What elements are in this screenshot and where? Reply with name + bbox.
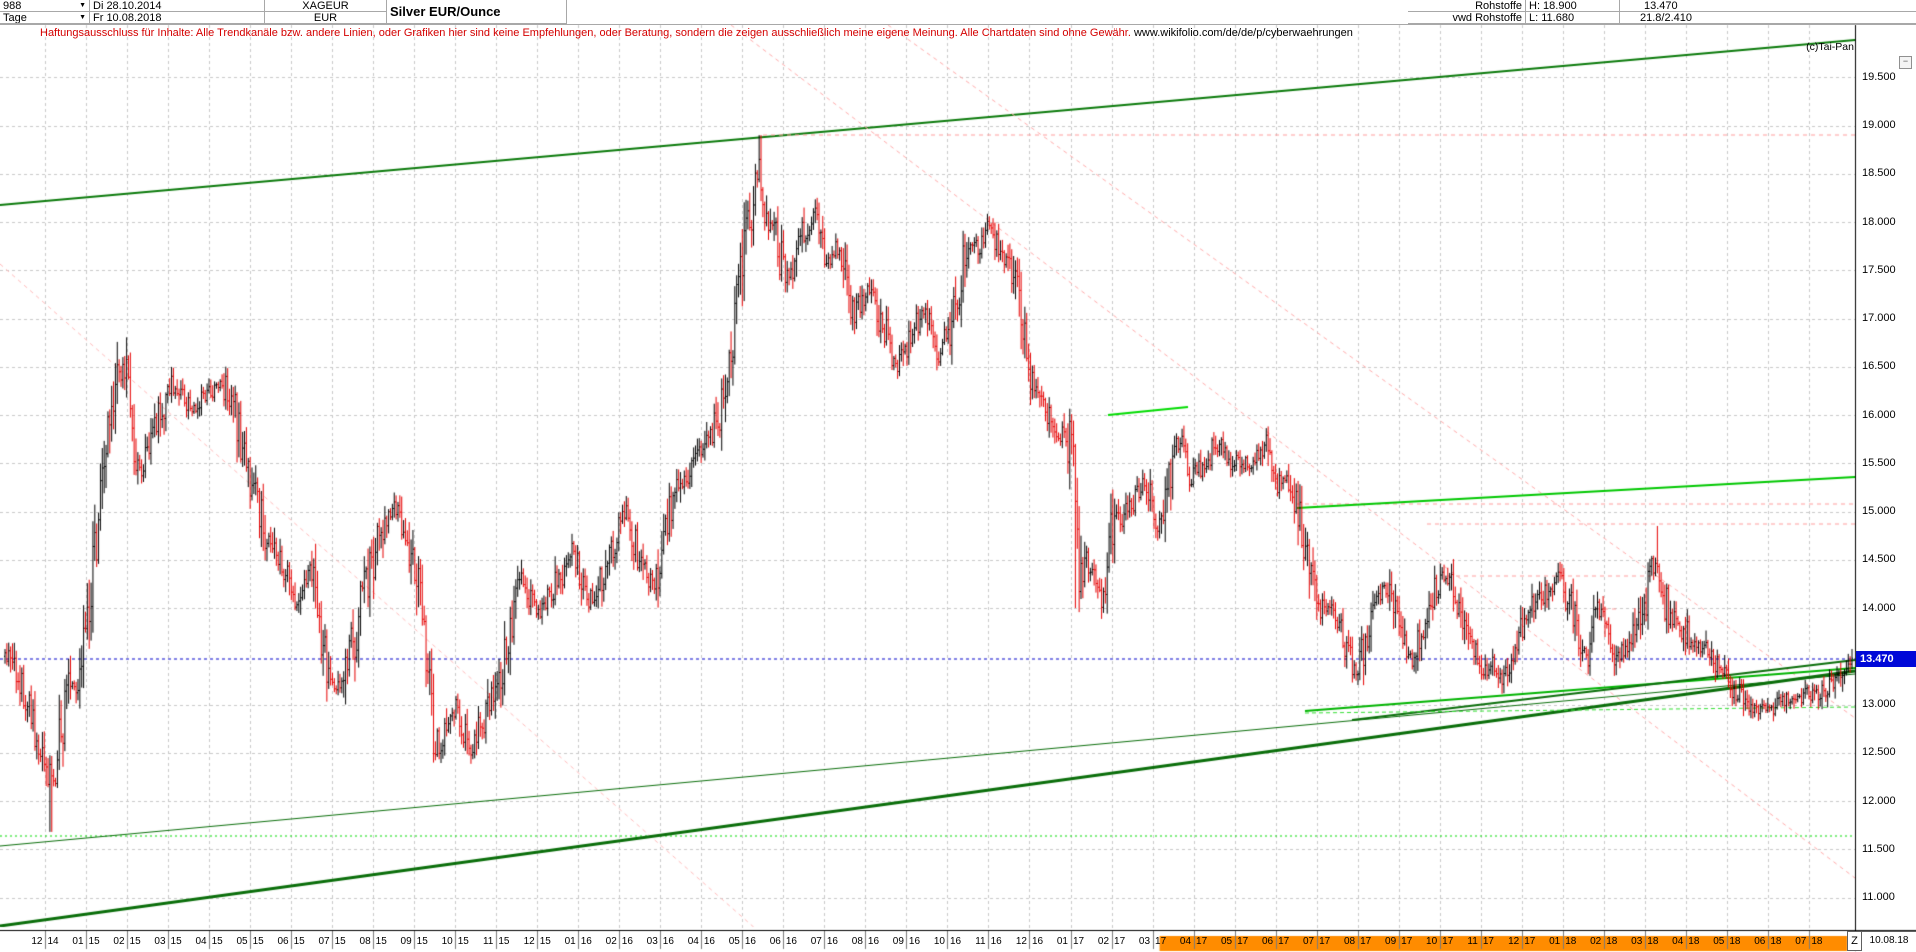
- y-axis-label: 11.000: [1862, 891, 1914, 904]
- start-date: Di 28.10.2014: [93, 0, 162, 12]
- x-axis-label: 11 17: [1467, 936, 1494, 947]
- header-divider: [0, 24, 1916, 25]
- range-info-cell: 21.8/2.410: [1620, 12, 1916, 24]
- data-source: vwd Rohstoffe: [1452, 12, 1522, 24]
- copyright-label: (c)Tai-Pan: [1806, 41, 1854, 53]
- x-axis-label: 05 15: [236, 936, 264, 947]
- period-low: L: 11.680: [1529, 12, 1575, 24]
- symbol-cell: XAGEUR: [265, 0, 387, 12]
- y-axis-label: 17.000: [1862, 312, 1914, 325]
- x-axis-label: 08 16: [851, 936, 880, 947]
- y-axis-label: 19.500: [1862, 70, 1914, 84]
- x-axis-label: 12 15: [523, 936, 551, 947]
- category: Rohstoffe: [1475, 0, 1522, 12]
- x-axis-label: 02 18: [1590, 936, 1618, 947]
- y-axis-label: 12.000: [1862, 794, 1914, 808]
- x-axis-label: 09 15: [400, 936, 428, 947]
- chevron-down-icon: ▼: [79, 1, 86, 9]
- bar-count-dropdown[interactable]: 988 ▼: [0, 0, 90, 12]
- x-axis-label: 07 17: [1302, 936, 1331, 947]
- start-date-cell[interactable]: Di 28.10.2014: [90, 0, 265, 12]
- x-axis-label: 08 17: [1344, 936, 1372, 947]
- y-axis-label: 17.500: [1862, 263, 1914, 277]
- wikifolio-link[interactable]: www.wikifolio.com/de/de/p/cyberwaehrunge…: [1133, 27, 1353, 39]
- page-title: Silver EUR/Ounce: [390, 4, 501, 19]
- y-axis-label: 13.000: [1862, 698, 1914, 711]
- collapse-button[interactable]: −: [1899, 56, 1912, 69]
- y-axis-label: 18.000: [1862, 215, 1914, 229]
- y-axis-label: 14.500: [1862, 553, 1914, 567]
- x-axis-label: 02 15: [113, 936, 141, 947]
- last-price: 13.470: [1644, 0, 1678, 12]
- x-axis-label: 01 16: [564, 936, 592, 947]
- x-axis-label: 08 15: [359, 936, 387, 947]
- x-axis-label: 11 16: [975, 936, 1002, 947]
- x-axis-label: 04 17: [1179, 936, 1208, 947]
- source-cell: vwd Rohstoffe: [1408, 12, 1526, 24]
- x-axis-label: 10 15: [441, 936, 469, 947]
- x-axis-label: 02 16: [605, 936, 633, 947]
- x-axis-label: 07 16: [810, 936, 838, 947]
- x-axis-label: 12 17: [1508, 936, 1536, 947]
- x-axis-label: 03 17: [1138, 936, 1167, 947]
- x-axis-label: 09 16: [892, 936, 921, 947]
- x-axis-label: 07 18: [1795, 936, 1823, 947]
- end-date: Fr 10.08.2018: [93, 12, 162, 24]
- x-axis-label: 12 16: [1015, 936, 1044, 947]
- x-axis-label: 10 16: [933, 936, 962, 947]
- x-axis-label: 11 15: [482, 936, 510, 947]
- y-axis-label: 15.000: [1862, 505, 1914, 518]
- last-date-label: 10.08.18: [1862, 931, 1916, 951]
- category-cell: Rohstoffe: [1408, 0, 1526, 12]
- x-axis-label: 06 18: [1754, 936, 1782, 947]
- x-axis-label: 06 15: [277, 936, 305, 947]
- x-axis-label: 03 18: [1631, 936, 1659, 947]
- x-axis-label: 05 18: [1713, 936, 1741, 947]
- chevron-down-icon: ▼: [79, 13, 86, 21]
- currency-cell: EUR: [265, 12, 387, 24]
- high-cell: H: 18.900: [1526, 0, 1620, 12]
- x-axis-label: 04 18: [1672, 936, 1700, 947]
- currency: EUR: [313, 12, 338, 24]
- y-axis-label: 14.000: [1862, 601, 1914, 615]
- y-axis-label: 11.500: [1862, 842, 1914, 856]
- y-axis-label: 16.500: [1862, 360, 1914, 374]
- x-axis-label: 06 16: [769, 936, 797, 947]
- y-axis-label: 15.500: [1862, 456, 1914, 470]
- x-axis-label: 07 15: [318, 936, 346, 947]
- x-axis-label: 03 15: [154, 936, 182, 947]
- x-axis-label: 06 17: [1261, 936, 1290, 947]
- period-dropdown[interactable]: Tage ▼: [0, 12, 90, 24]
- range-info: 21.8/2.410: [1640, 12, 1692, 24]
- disclaimer-text: Haftungsausschluss für Inhalte: Alle Tre…: [40, 27, 1353, 39]
- zoom-z-button[interactable]: Z: [1847, 931, 1862, 951]
- x-axis-label: 01 17: [1056, 936, 1085, 947]
- period-value: Tage: [3, 12, 27, 24]
- y-axis-label: 19.000: [1862, 119, 1914, 132]
- y-axis-label: 16.000: [1862, 408, 1914, 422]
- current-price-badge: 13.470: [1856, 651, 1916, 667]
- x-axis-label: 05 17: [1220, 936, 1249, 947]
- low-cell: L: 11.680: [1526, 12, 1620, 24]
- x-axis-label: 03 16: [646, 936, 674, 947]
- y-axis-label: 12.500: [1862, 746, 1914, 760]
- period-high: H: 18.900: [1529, 0, 1577, 12]
- last-price-cell: 13.470: [1620, 0, 1916, 12]
- x-axis-label: 01 15: [72, 936, 100, 947]
- y-axis-label: 18.500: [1862, 167, 1914, 181]
- x-axis-label: 01 18: [1549, 936, 1577, 947]
- symbol: XAGEUR: [302, 0, 349, 12]
- end-date-cell[interactable]: Fr 10.08.2018: [90, 12, 265, 24]
- x-axis-label: 05 16: [728, 936, 756, 947]
- instrument-title-cell: Silver EUR/Ounce: [387, 0, 567, 24]
- x-axis-label: 10 17: [1426, 936, 1454, 947]
- bar-count-value: 988: [3, 0, 22, 12]
- x-axis-label: 02 17: [1097, 936, 1126, 947]
- x-axis-label: 04 16: [687, 936, 715, 947]
- x-axis-label: 04 15: [195, 936, 223, 947]
- x-axis-label: 09 17: [1385, 936, 1413, 947]
- x-axis-label: 12 14: [31, 936, 59, 947]
